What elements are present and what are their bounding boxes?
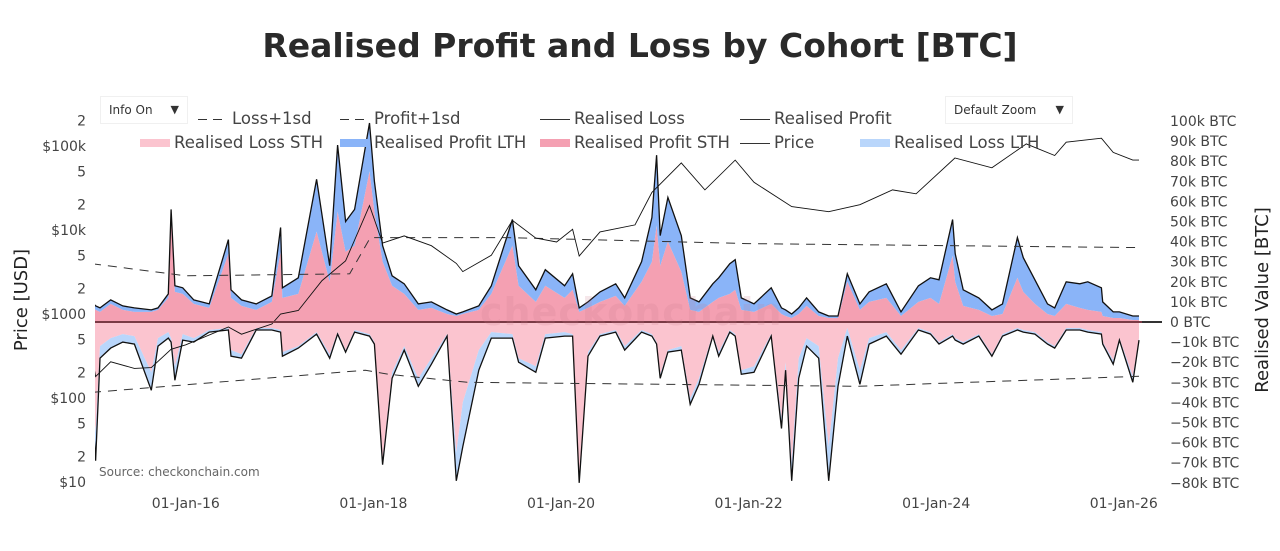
- left-tick-label: 5: [77, 416, 86, 432]
- legend-item-realised-loss[interactable]: Realised Loss: [540, 109, 685, 129]
- legend-label: Realised Loss LTH: [894, 133, 1040, 152]
- right-tick-label: 80k BTC: [1170, 154, 1228, 170]
- right-tick-label: −40k BTC: [1170, 395, 1239, 411]
- right-tick-label: 100k BTC: [1170, 114, 1237, 130]
- info-toggle-dropdown[interactable]: Info On ▼: [100, 96, 188, 124]
- watermark: checkonchain: [480, 290, 783, 334]
- legend-item-profit-1sd[interactable]: Profit+1sd: [340, 109, 460, 129]
- legend-swatch: [140, 133, 170, 153]
- left-tick-label: $10k: [51, 223, 87, 239]
- right-tick-label: 40k BTC: [1170, 235, 1228, 251]
- x-tick-label: 01-Jan-16: [152, 496, 220, 512]
- legend-swatch: [540, 133, 570, 153]
- chevron-down-icon: ▼: [1055, 103, 1064, 116]
- legend-item-realised-loss-sth[interactable]: Realised Loss STH: [140, 133, 323, 153]
- source-note: Source: checkonchain.com: [99, 465, 260, 479]
- right-tick-label: −50k BTC: [1170, 416, 1239, 432]
- right-tick-label: −10k BTC: [1170, 335, 1239, 351]
- legend-swatch: [198, 109, 228, 129]
- info-toggle-label: Info On: [109, 103, 153, 117]
- legend-swatch: [540, 109, 570, 129]
- x-tick-label: 01-Jan-26: [1090, 496, 1158, 512]
- legend-swatch: [340, 133, 370, 153]
- legend-swatch: [860, 133, 890, 153]
- left-tick-label: $100: [50, 391, 86, 407]
- x-tick-label: 01-Jan-24: [902, 496, 970, 512]
- legend-label: Profit+1sd: [374, 109, 461, 128]
- legend-label: Realised Profit LTH: [374, 133, 527, 152]
- legend-item-realised-profit[interactable]: Realised Profit: [740, 109, 892, 129]
- left-tick-label: 2: [77, 198, 86, 214]
- right-tick-label: 30k BTC: [1170, 255, 1228, 271]
- legend-item-realised-profit-sth[interactable]: Realised Profit STH: [540, 133, 730, 153]
- legend-item-loss-1sd[interactable]: Loss+1sd: [198, 109, 312, 129]
- legend-item-realised-loss-lth[interactable]: Realised Loss LTH: [860, 133, 1039, 153]
- legend-label: Price: [774, 133, 815, 152]
- legend-swatch: [740, 109, 770, 129]
- right-tick-label: 50k BTC: [1170, 215, 1228, 231]
- right-tick-label: 70k BTC: [1170, 174, 1228, 190]
- left-tick-label: 5: [77, 248, 86, 264]
- legend-swatch: [340, 109, 370, 129]
- left-tick-label: 5: [77, 332, 86, 348]
- legend-label: Realised Profit STH: [574, 133, 730, 152]
- legend-label: Realised Loss: [574, 109, 685, 128]
- zoom-dropdown[interactable]: Default Zoom ▼: [945, 96, 1073, 124]
- legend-label: Loss+1sd: [232, 109, 312, 128]
- realised-loss-line: [95, 329, 1140, 483]
- profit-plus-1sd-line: [95, 237, 1140, 277]
- right-tick-label: −70k BTC: [1170, 456, 1239, 472]
- x-tick-label: 01-Jan-22: [715, 496, 783, 512]
- right-tick-label: −60k BTC: [1170, 436, 1239, 452]
- right-tick-label: −80k BTC: [1170, 476, 1239, 492]
- legend-label: Realised Profit: [774, 109, 892, 128]
- right-tick-label: 20k BTC: [1170, 275, 1228, 291]
- x-tick-label: 01-Jan-18: [339, 496, 407, 512]
- left-axis-title: Price [USD]: [11, 249, 32, 351]
- legend-item-realised-profit-lth[interactable]: Realised Profit LTH: [340, 133, 526, 153]
- realised-profit-line: [95, 122, 1139, 317]
- right-tick-label: 90k BTC: [1170, 134, 1228, 150]
- left-tick-label: 2: [77, 450, 86, 466]
- x-tick-label: 01-Jan-20: [527, 496, 595, 512]
- right-tick-label: −20k BTC: [1170, 355, 1239, 371]
- left-tick-label: 5: [77, 164, 86, 180]
- realised-profit-sth-area: [95, 171, 1139, 322]
- legend-label: Realised Loss STH: [174, 133, 324, 152]
- left-tick-label: 2: [77, 366, 86, 382]
- legend-swatch: [740, 133, 770, 153]
- left-tick-label: 2: [77, 282, 86, 298]
- plot-area: [95, 122, 1140, 483]
- zoom-dropdown-label: Default Zoom: [954, 103, 1037, 117]
- loss-plus-1sd-line: [95, 369, 1140, 393]
- right-tick-label: −30k BTC: [1170, 375, 1239, 391]
- chevron-down-icon: ▼: [170, 103, 179, 116]
- right-tick-label: 60k BTC: [1170, 194, 1228, 210]
- price-line: [95, 137, 1139, 378]
- right-tick-label: 10k BTC: [1170, 295, 1228, 311]
- left-tick-label: 2: [77, 114, 86, 130]
- legend-item-price[interactable]: Price: [740, 133, 814, 153]
- right-tick-label: 0 BTC: [1170, 315, 1211, 331]
- left-tick-label: $1000: [41, 307, 86, 323]
- left-tick-label: $10: [59, 475, 86, 491]
- realised-profit-lth-area: [95, 123, 1139, 320]
- right-axis-title: Realised Value [BTC]: [1252, 207, 1273, 392]
- realised-loss-lth-area: [95, 328, 1139, 483]
- left-tick-label: $100k: [42, 139, 87, 155]
- chart-title: Realised Profit and Loss by Cohort [BTC]: [262, 26, 1018, 65]
